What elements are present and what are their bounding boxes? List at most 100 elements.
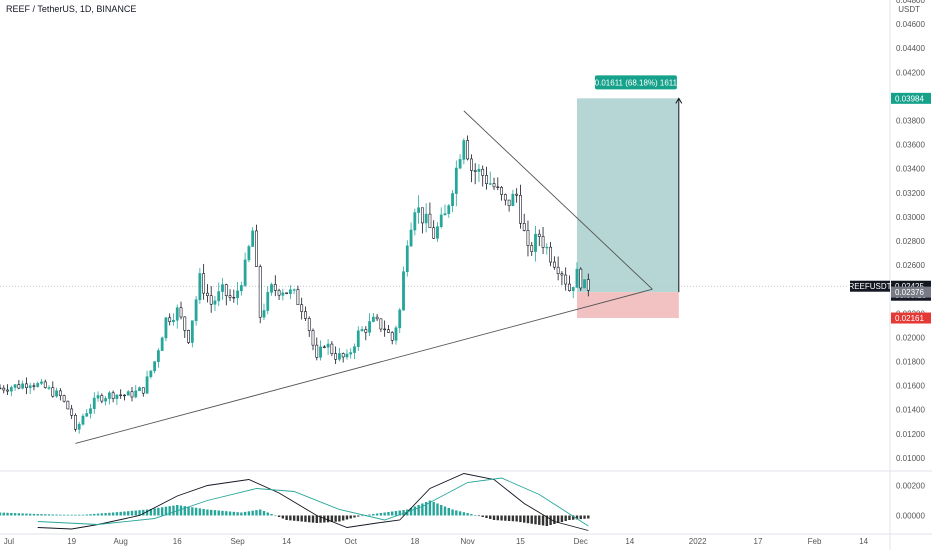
candle-body (236, 290, 239, 299)
candle-body (315, 344, 319, 358)
y-tick-label: 0.01800 (896, 358, 925, 367)
candle-body (202, 273, 206, 294)
y-tick-label: 0.03600 (896, 141, 925, 150)
macd-bar (47, 514, 51, 516)
macd-bar (424, 502, 428, 516)
candle-body (179, 307, 183, 318)
macd-bar (545, 515, 549, 526)
macd-bar (345, 515, 349, 520)
candle-body (206, 292, 209, 296)
candle-body (556, 266, 560, 274)
candle-body (232, 296, 236, 299)
y-tick-label: 0.02800 (896, 237, 925, 246)
support-trendline (75, 288, 653, 444)
macd-bar (115, 512, 119, 516)
candle-body (530, 245, 534, 252)
y-tick-label: 0.04600 (896, 20, 925, 29)
macd-bar (330, 515, 334, 522)
macd-bar (32, 513, 36, 516)
candle-body (545, 246, 549, 249)
candle-body (534, 233, 537, 252)
candle-body (424, 213, 428, 224)
macd-bar (70, 514, 73, 516)
candle-body (586, 279, 590, 291)
candle-body (541, 236, 545, 248)
x-tick-label: Dec (574, 537, 588, 546)
candle-body (496, 186, 500, 188)
candle-body (481, 168, 485, 176)
macd-bar (164, 506, 168, 516)
macd-bar (360, 515, 364, 517)
macd-bar (334, 515, 337, 522)
candle-body (462, 140, 466, 160)
candle-body (85, 413, 89, 417)
macd-bar (225, 511, 228, 516)
macd-bar (2, 512, 5, 516)
macd-bar (36, 514, 39, 516)
macd-bar (556, 515, 560, 523)
macd-bar (353, 515, 356, 518)
candle-body (145, 376, 149, 394)
macd-bar (451, 509, 454, 516)
y-tick-label: 0.04800 (896, 0, 925, 5)
macd-bar (315, 515, 318, 523)
x-tick-label: 17 (754, 537, 763, 546)
macd-bar (10, 512, 13, 516)
y-tick-label: 0.01600 (896, 382, 925, 391)
macd-bar (492, 515, 496, 520)
macd-bar (217, 510, 220, 516)
y-tick-label: 0.03200 (896, 189, 925, 198)
candle-body (119, 394, 123, 397)
macd-bar (62, 514, 66, 516)
candle-body (522, 223, 526, 231)
macd-bar (349, 515, 352, 519)
candle-body (405, 245, 409, 273)
macd-bar (572, 515, 575, 520)
y-tick-label: 0.03400 (896, 165, 925, 174)
macd-bar (123, 511, 126, 516)
candle-body (221, 284, 224, 292)
macd-bar (243, 511, 247, 516)
x-tick-label: Jul (4, 537, 14, 546)
resistance-trendline (463, 110, 653, 290)
candle-body (409, 229, 413, 247)
candle-body (149, 370, 153, 378)
macd-bar (160, 507, 164, 516)
macd-bar (583, 515, 586, 519)
macd-bar (292, 515, 296, 521)
macd-bar (296, 515, 300, 522)
candle-body (353, 346, 356, 353)
macd-bar (447, 508, 450, 516)
candle-body (115, 394, 119, 399)
macd-bar (515, 515, 518, 522)
candle-body (515, 193, 519, 196)
macd-bar (477, 515, 481, 517)
macd-bar (13, 513, 17, 516)
target-label-text: 0.01611 (68.18%) 1611 (595, 78, 678, 87)
candle-body (390, 332, 394, 341)
candle-body (172, 319, 175, 322)
candle-body (356, 330, 360, 347)
candle-body (62, 395, 66, 402)
candle-body (96, 395, 100, 399)
candle-body (138, 387, 141, 392)
macd-bar (74, 514, 77, 516)
candle-body (141, 387, 145, 394)
macd-bar (387, 512, 390, 516)
macd-bar (462, 512, 466, 516)
x-tick-label: Sep (230, 537, 245, 546)
y-tick-label: 0.01200 (896, 430, 925, 439)
macd-bar (341, 515, 345, 521)
macd-bar (507, 515, 511, 521)
candle-body (123, 394, 126, 397)
macd-bar (172, 505, 175, 516)
macd-bar (66, 514, 70, 516)
candle-body (402, 271, 405, 311)
macd-bar (281, 515, 285, 519)
candle-body (568, 283, 571, 292)
macd-bar (319, 515, 322, 523)
candle-body (198, 273, 202, 301)
x-tick-label: 14 (625, 537, 634, 546)
macd-bar (187, 506, 190, 516)
